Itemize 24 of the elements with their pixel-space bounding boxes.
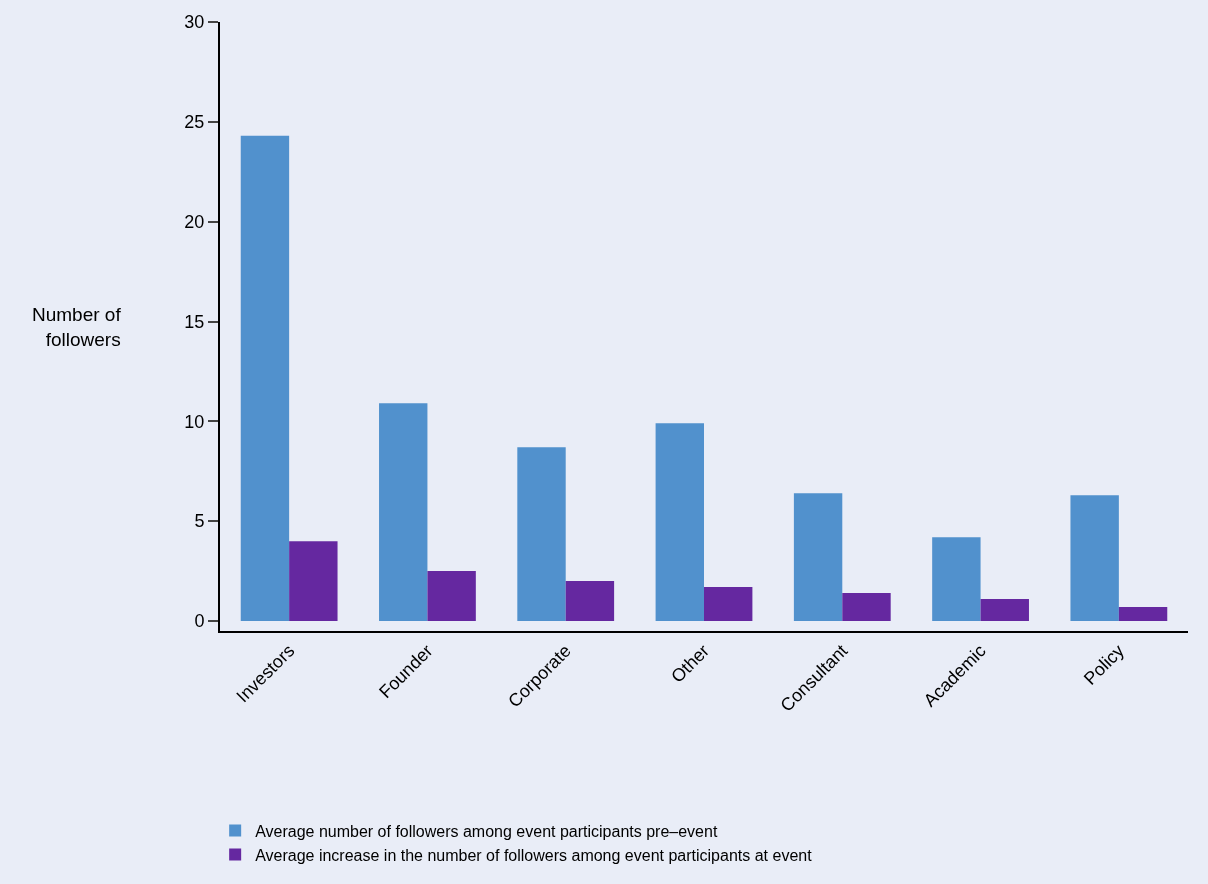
- y-tick-label: 5: [194, 511, 205, 532]
- bar: [427, 571, 476, 622]
- y-tick-label: 15: [184, 311, 205, 332]
- bar: [980, 599, 1029, 622]
- legend-label: Average increase in the number of followers among event participants at event: [255, 846, 813, 864]
- legend-label: Average number of followers among event participants pre–event: [255, 822, 718, 840]
- y-tick-label: 25: [184, 112, 205, 133]
- bar: [289, 541, 338, 622]
- y-tick-label: 20: [184, 211, 205, 232]
- bar: [704, 587, 753, 622]
- bar: [379, 403, 428, 622]
- bar: [565, 581, 615, 622]
- bar: [240, 135, 290, 622]
- bar: [655, 423, 704, 622]
- y-tick-label: 0: [194, 611, 205, 632]
- bar: [517, 447, 566, 622]
- bar: [842, 593, 891, 622]
- bar: [932, 537, 981, 622]
- bar: [793, 493, 843, 622]
- y-tick-label: 30: [184, 12, 205, 33]
- y-axis-title: Number of followers: [32, 304, 122, 350]
- bar: [1070, 495, 1119, 622]
- bar: [1118, 607, 1168, 622]
- y-tick-label: 10: [184, 411, 205, 432]
